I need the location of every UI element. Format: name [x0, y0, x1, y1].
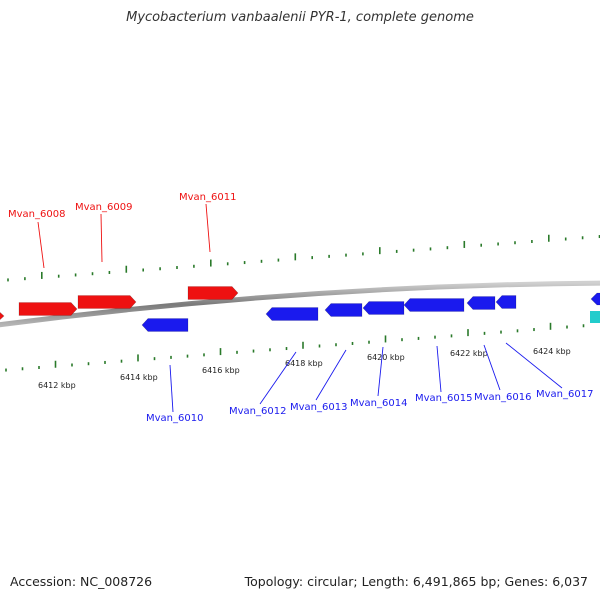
tick-label: 6412 kbp [38, 381, 76, 390]
forward-gene-leader [205, 203, 211, 253]
reverse-gene-leader [315, 349, 347, 401]
reverse-gene-arrow[interactable] [403, 298, 465, 312]
reverse-gene-label[interactable]: Mvan_6010 [146, 413, 203, 424]
tick-label: 6414 kbp [120, 373, 158, 382]
reverse-gene-label[interactable]: Mvan_6016 [474, 392, 531, 403]
reverse-gene-leader [377, 346, 384, 397]
reverse-gene-label[interactable]: Mvan_6012 [229, 406, 286, 417]
accession-label: Accession: NC_008726 [10, 574, 153, 589]
gene-labels: 6412 kbp 6414 kbp 6416 kbp 6418 kbp 6420 kbp… [8, 192, 593, 424]
genome-backbone [0, 280, 600, 328]
reverse-gene-leader [169, 364, 174, 413]
reverse-gene-leader [483, 344, 501, 391]
tick-marks [5, 234, 600, 372]
reverse-gene-label[interactable]: Mvan_6017 [536, 389, 593, 400]
reverse-gene-arrow[interactable] [265, 307, 319, 321]
forward-gene-label[interactable]: Mvan_6008 [8, 209, 65, 220]
genome-summary-label: Topology: circular; Length: 6,491,865 bp… [244, 574, 588, 589]
tick-label: 6424 kbp [533, 347, 571, 356]
tick-label: 6422 kbp [450, 349, 488, 358]
gene-features [0, 286, 600, 332]
backbone [0, 280, 600, 328]
reverse-gene-leader [259, 351, 297, 405]
tick-label: 6420 kbp [367, 353, 405, 362]
reverse-gene-arrow[interactable] [495, 295, 517, 309]
reverse-gene-arrow[interactable] [362, 301, 405, 315]
genome-title: Mycobacterium vanbaalenii PYR-1, complet… [126, 10, 474, 25]
other-feature-box[interactable] [590, 311, 600, 323]
reverse-gene-arrow[interactable] [324, 303, 363, 317]
reverse-gene-arrow[interactable] [141, 318, 189, 332]
reverse-gene-leader [505, 342, 563, 389]
forward-gene-leader [100, 213, 103, 263]
reverse-gene-arrow[interactable] [466, 296, 496, 310]
forward-gene-leader [37, 221, 45, 269]
reverse-gene-arrow[interactable] [590, 292, 600, 306]
tick-label: 6418 kbp [285, 359, 323, 368]
forward-gene-arrow[interactable] [0, 311, 5, 322]
tick-label: 6416 kbp [202, 366, 240, 375]
reverse-gene-leader [436, 345, 442, 393]
forward-gene-arrow[interactable] [187, 286, 239, 300]
forward-gene-arrow[interactable] [18, 302, 78, 316]
forward-gene-arrow[interactable] [77, 295, 137, 309]
forward-gene-label[interactable]: Mvan_6011 [179, 192, 236, 203]
forward-gene-label[interactable]: Mvan_6009 [75, 202, 132, 213]
reverse-gene-label[interactable]: Mvan_6013 [290, 402, 347, 413]
reverse-gene-label[interactable]: Mvan_6015 [415, 393, 472, 404]
reverse-gene-label[interactable]: Mvan_6014 [350, 398, 407, 409]
